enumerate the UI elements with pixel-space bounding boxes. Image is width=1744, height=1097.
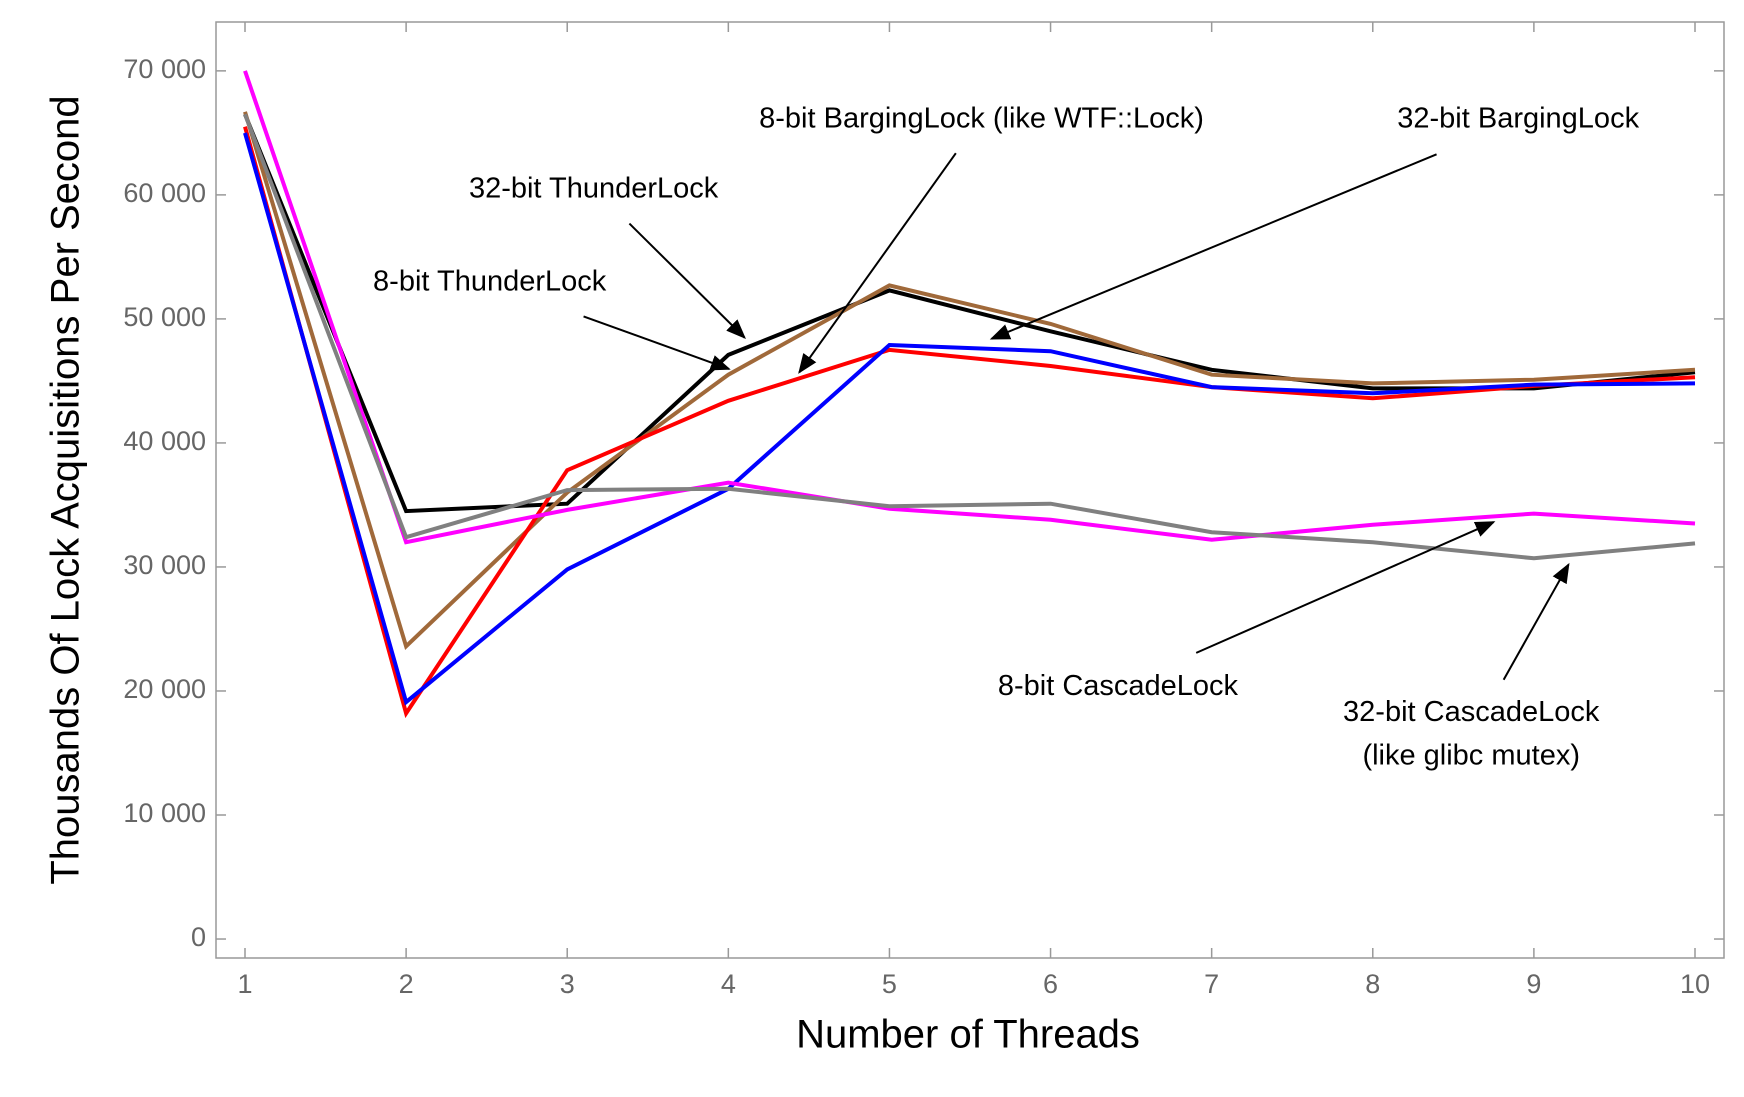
- annotation: 32-bit CascadeLock: [1343, 696, 1600, 728]
- annotation: 32-bit BargingLock: [1397, 102, 1639, 134]
- x-tick-label: 1: [237, 969, 252, 999]
- y-tick-label: 10 000: [123, 798, 206, 828]
- y-tick-label: 20 000: [123, 674, 206, 704]
- y-tick-label: 50 000: [123, 302, 206, 332]
- x-tick-label: 5: [882, 969, 897, 999]
- annotation-arrow: [798, 152, 957, 374]
- x-tick-label: 3: [560, 969, 575, 999]
- series-line: [243, 113, 1696, 561]
- y-tick-label: 70 000: [123, 54, 206, 84]
- annotation-arrow: [1195, 521, 1496, 654]
- x-tick-label: 8: [1365, 969, 1380, 999]
- plot-frame: [215, 21, 1725, 959]
- annotation-arrow: [1502, 562, 1570, 681]
- series-line: [243, 126, 1696, 719]
- annotation: 8-bit CascadeLock: [998, 670, 1239, 702]
- x-axis-title: Number of Threads: [796, 1013, 1140, 1057]
- annotation: (like glibc mutex): [1362, 740, 1580, 772]
- y-tick-label: 0: [191, 922, 206, 952]
- series-line: [243, 70, 1696, 545]
- y-axis-title: Thousands Of Lock Acquisitions Per Secon…: [44, 95, 88, 884]
- x-tick-label: 4: [721, 969, 736, 999]
- x-tick-label: 10: [1680, 969, 1710, 999]
- series-line: [243, 111, 1696, 650]
- x-tick-label: 7: [1204, 969, 1219, 999]
- annotation: 32-bit ThunderLock: [469, 173, 719, 205]
- x-tick-label: 9: [1526, 969, 1541, 999]
- annotation-arrow: [628, 222, 746, 340]
- series-line: [243, 132, 1696, 706]
- series-line: [243, 113, 1696, 514]
- x-tick-label: 2: [399, 969, 414, 999]
- annotation: 8-bit BargingLock (like WTF::Lock): [759, 102, 1204, 134]
- y-tick-label: 40 000: [123, 426, 206, 456]
- annotation-arrow: [989, 153, 1437, 340]
- annotation: 8-bit ThunderLock: [373, 265, 607, 297]
- y-tick-label: 60 000: [123, 178, 206, 208]
- annotation-arrow: [583, 315, 731, 371]
- y-tick-label: 30 000: [123, 550, 206, 580]
- x-tick-label: 6: [1043, 969, 1058, 999]
